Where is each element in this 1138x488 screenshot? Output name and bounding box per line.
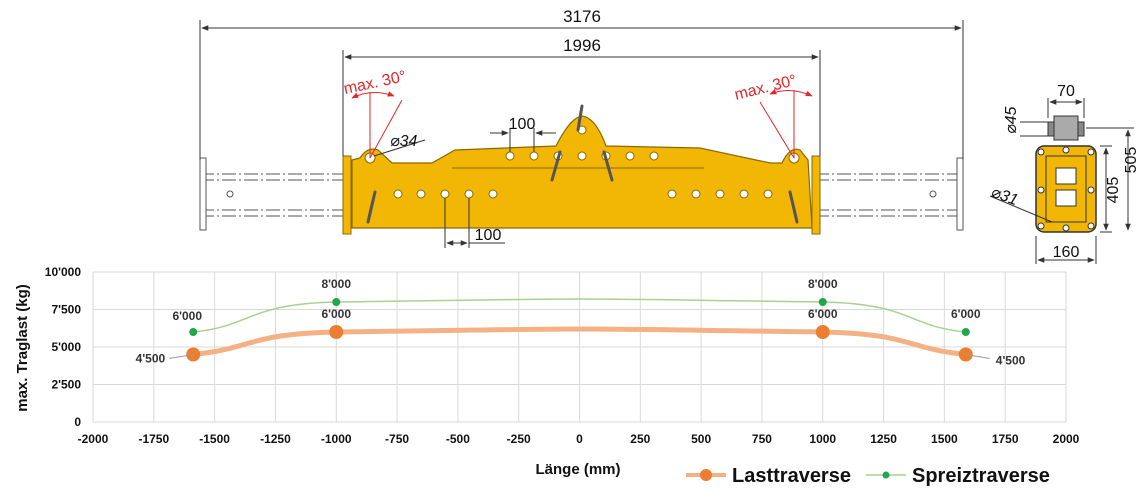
- y-axis-ticks: 0 2'500 5'000 7'500 10'000: [45, 265, 82, 429]
- series-line-lasttraverse: [192, 326, 967, 357]
- dimension-inner: [342, 50, 821, 156]
- legend-marker-spreiztraverse: [882, 471, 890, 479]
- x-tick-label: 1250: [870, 432, 897, 446]
- data-point-spreiztraverse: [189, 328, 198, 336]
- dimension-pitch-bottom: [444, 198, 505, 248]
- x-tick-label: -2000: [78, 432, 109, 446]
- x-tick-label: 500: [691, 432, 711, 446]
- legend-label-spreiztraverse: Spreiztraverse: [912, 465, 1050, 487]
- legend-marker-lasttraverse: [700, 469, 712, 481]
- x-tick-label: -1000: [321, 432, 352, 446]
- data-label-spreiztraverse: 6'000: [951, 307, 981, 321]
- y-axis-label: max. Traglast (kg): [14, 284, 31, 412]
- side-view: [989, 98, 1134, 264]
- data-point-spreiztraverse: [961, 328, 970, 336]
- data-label-lasttraverse: 4'500: [136, 352, 166, 366]
- x-tick-label: -750: [385, 432, 409, 446]
- angle-indicator-right: [759, 89, 813, 159]
- side-dim-height-total: 505: [1123, 147, 1138, 174]
- side-dim-height-inner: 405: [1105, 177, 1122, 204]
- y-tick-label: 7'500: [51, 303, 81, 317]
- chart-legend: Lasttraverse Spreiztraverse: [686, 465, 1050, 487]
- y-tick-label: 0: [74, 415, 81, 429]
- x-tick-label: -1500: [199, 432, 230, 446]
- x-tick-label: -500: [446, 432, 470, 446]
- dimension-pin: [373, 139, 426, 157]
- x-axis-ticks: -2000 -1750 -1500 -1250 -1000 -750 -500 -250 0 25…: [78, 432, 1080, 446]
- x-tick-label: -1250: [260, 432, 291, 446]
- dimension-overall-label: 3176: [563, 7, 601, 26]
- data-labels: 4'500 6'000 6'000 4'500 6'000 8'000 8'000 6'000: [136, 277, 1026, 368]
- side-dim-diameter-top: ⌀45: [1003, 106, 1020, 134]
- dimension-pitch-bottom-label: 100: [475, 227, 502, 244]
- x-tick-label: 0: [576, 432, 583, 446]
- dimension-pitch-top: [490, 128, 556, 152]
- data-point-lasttraverse: [329, 325, 344, 339]
- dimension-inner-label: 1996: [563, 36, 601, 55]
- data-label-lasttraverse: 6'000: [321, 307, 351, 321]
- x-tick-label: 2000: [1053, 432, 1080, 446]
- data-label-spreiztraverse: 8'000: [321, 277, 351, 291]
- chart-series: [186, 298, 973, 362]
- data-point-lasttraverse: [815, 325, 830, 339]
- x-tick-label: 750: [752, 432, 772, 446]
- data-label-leader: [965, 354, 990, 359]
- dimension-overall: [199, 20, 964, 160]
- x-tick-label: 250: [630, 432, 650, 446]
- x-axis-label: Länge (mm): [535, 461, 620, 478]
- data-label-lasttraverse: 6'000: [808, 307, 838, 321]
- x-tick-label: -1750: [138, 432, 169, 446]
- side-dim-width-bottom: 160: [1053, 244, 1080, 261]
- dimension-pin-label: ⌀34: [390, 133, 418, 150]
- legend-label-lasttraverse: Lasttraverse: [732, 465, 851, 487]
- y-tick-label: 5'000: [51, 340, 81, 354]
- side-dim-width-top: 70: [1057, 83, 1075, 100]
- data-label-spreiztraverse: 8'000: [808, 277, 838, 291]
- series-line-spreiztraverse: [193, 298, 966, 333]
- x-tick-label: 1750: [992, 432, 1019, 446]
- x-tick-label: 1000: [809, 432, 836, 446]
- data-label-leader: [169, 354, 194, 359]
- dimension-pitch-top-label: 100: [509, 116, 536, 133]
- chart-grid: [92, 271, 1067, 423]
- data-point-spreiztraverse: [332, 298, 341, 306]
- extension-beam-right: [815, 157, 964, 231]
- angle-indicator-left: [351, 91, 403, 159]
- x-tick-label: -250: [507, 432, 531, 446]
- y-tick-label: 2'500: [51, 378, 81, 392]
- data-label-spreiztraverse: 6'000: [172, 309, 202, 323]
- y-tick-label: 10'000: [45, 265, 82, 279]
- x-tick-label: 1500: [931, 432, 958, 446]
- technical-drawing: 3176 1996 max. 30° max. 30° 100 100 ⌀3: [199, 7, 1138, 264]
- data-point-spreiztraverse: [818, 298, 827, 306]
- data-label-lasttraverse: 4'500: [996, 354, 1026, 368]
- extension-beam-left: [199, 157, 350, 231]
